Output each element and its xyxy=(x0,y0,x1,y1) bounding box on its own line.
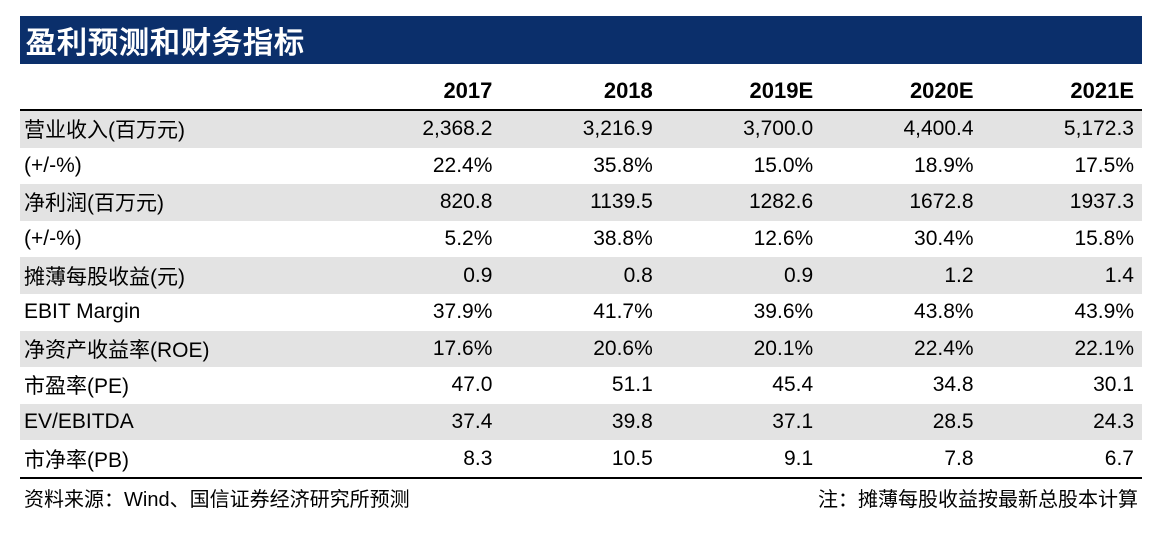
value-cell: 8.3 xyxy=(340,440,501,479)
row-label: (+/-%) xyxy=(20,220,340,258)
value-cell: 0.9 xyxy=(340,257,501,294)
value-cell: 22.4% xyxy=(821,330,982,368)
value-cell: 43.8% xyxy=(821,293,982,331)
value-cell: 3,700.0 xyxy=(660,110,822,148)
value-cell: 51.1 xyxy=(500,367,661,404)
header-year-2020e: 2020E xyxy=(821,64,982,111)
row-label: (+/-%) xyxy=(20,147,340,185)
row-label: 净资产收益率(ROE) xyxy=(20,330,340,368)
header-label-cell xyxy=(20,64,340,111)
value-cell: 18.9% xyxy=(821,147,982,185)
value-cell: 9.1 xyxy=(660,440,822,479)
table-row: 摊薄每股收益(元) 0.9 0.8 0.9 1.2 1.4 xyxy=(20,257,1142,294)
value-cell: 10.5 xyxy=(500,440,661,479)
value-cell: 37.4 xyxy=(340,403,501,441)
row-label: 摊薄每股收益(元) xyxy=(20,257,340,294)
table-row: EBIT Margin 37.9% 41.7% 39.6% 43.8% 43.9% xyxy=(20,293,1142,331)
value-cell: 30.1 xyxy=(981,367,1142,404)
row-label: 市净率(PB) xyxy=(20,440,340,479)
value-cell: 3,216.9 xyxy=(500,110,661,148)
table-row: 市净率(PB) 8.3 10.5 9.1 7.8 6.7 xyxy=(20,440,1142,479)
value-cell: 7.8 xyxy=(821,440,982,479)
row-label: 净利润(百万元) xyxy=(20,184,340,221)
value-cell: 22.1% xyxy=(981,330,1142,368)
value-cell: 34.8 xyxy=(821,367,982,404)
header-year-2018: 2018 xyxy=(500,64,661,111)
row-label: EV/EBITDA xyxy=(20,403,340,441)
value-cell: 12.6% xyxy=(660,220,822,258)
value-cell: 0.9 xyxy=(660,257,822,294)
table-row: EV/EBITDA 37.4 39.8 37.1 28.5 24.3 xyxy=(20,403,1142,441)
row-label: EBIT Margin xyxy=(20,293,340,331)
table-row: 净资产收益率(ROE) 17.6% 20.6% 20.1% 22.4% 22.1% xyxy=(20,330,1142,368)
value-cell: 20.6% xyxy=(500,330,661,368)
source-note: 资料来源：Wind、国信证券经济研究所预测 xyxy=(24,488,410,511)
table-row: (+/-%) 22.4% 35.8% 15.0% 18.9% 17.5% xyxy=(20,147,1142,185)
table-row: (+/-%) 5.2% 38.8% 12.6% 30.4% 15.8% xyxy=(20,220,1142,258)
row-label: 市盈率(PE) xyxy=(20,367,340,404)
table-title: 盈利预测和财务指标 xyxy=(20,16,1142,64)
table-row: 市盈率(PE) 47.0 51.1 45.4 34.8 30.1 xyxy=(20,367,1142,404)
value-cell: 20.1% xyxy=(660,330,822,368)
value-cell: 35.8% xyxy=(500,147,661,185)
value-cell: 47.0 xyxy=(340,367,501,404)
value-cell: 1672.8 xyxy=(821,184,982,221)
value-cell: 45.4 xyxy=(660,367,822,404)
value-cell: 28.5 xyxy=(821,403,982,441)
value-cell: 38.8% xyxy=(500,220,661,258)
value-cell: 39.8 xyxy=(500,403,661,441)
value-cell: 1.2 xyxy=(821,257,982,294)
header-year-2021e: 2021E xyxy=(981,64,1142,111)
table-row: 营业收入(百万元) 2,368.2 3,216.9 3,700.0 4,400.4 5,1… xyxy=(20,110,1142,148)
table-row: 净利润(百万元) 820.8 1139.5 1282.6 1672.8 1937.3 xyxy=(20,184,1142,221)
value-cell: 1937.3 xyxy=(981,184,1142,221)
value-cell: 24.3 xyxy=(981,403,1142,441)
value-cell: 2,368.2 xyxy=(340,110,501,148)
value-cell: 37.9% xyxy=(340,293,501,331)
value-cell: 1139.5 xyxy=(500,184,661,221)
value-cell: 1282.6 xyxy=(660,184,822,221)
value-cell: 17.6% xyxy=(340,330,501,368)
value-cell: 43.9% xyxy=(981,293,1142,331)
value-cell: 15.8% xyxy=(981,220,1142,258)
value-cell: 4,400.4 xyxy=(821,110,982,148)
header-year-2017: 2017 xyxy=(340,64,501,111)
value-cell: 37.1 xyxy=(660,403,822,441)
value-cell: 39.6% xyxy=(660,293,822,331)
row-label: 营业收入(百万元) xyxy=(20,110,340,148)
forecast-table: 2017 2018 2019E 2020E 2021E 营业收入(百万元) 2,3… xyxy=(20,64,1142,479)
value-cell: 15.0% xyxy=(660,147,822,185)
value-cell: 1.4 xyxy=(981,257,1142,294)
value-cell: 22.4% xyxy=(340,147,501,185)
value-cell: 820.8 xyxy=(340,184,501,221)
header-year-2019e: 2019E xyxy=(660,64,822,111)
value-cell: 30.4% xyxy=(821,220,982,258)
value-cell: 0.8 xyxy=(500,257,661,294)
value-cell: 41.7% xyxy=(500,293,661,331)
eps-note: 注：摊薄每股收益按最新总股本计算 xyxy=(818,488,1138,511)
value-cell: 17.5% xyxy=(981,147,1142,185)
header-row: 2017 2018 2019E 2020E 2021E xyxy=(20,64,1142,111)
value-cell: 6.7 xyxy=(981,440,1142,479)
table-footer: 资料来源：Wind、国信证券经济研究所预测 注：摊薄每股收益按最新总股本计算 xyxy=(20,479,1142,512)
financial-forecast-table-panel: 盈利预测和财务指标 2017 2018 2019E 2020E 2021E 营业… xyxy=(20,16,1142,512)
value-cell: 5,172.3 xyxy=(981,110,1142,148)
value-cell: 5.2% xyxy=(340,220,501,258)
